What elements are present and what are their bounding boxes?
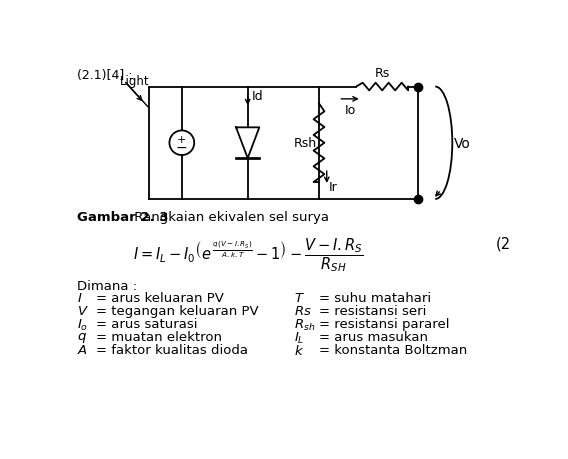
Text: = arus keluaran PV: = arus keluaran PV	[96, 291, 224, 304]
Text: = resistansi pararel: = resistansi pararel	[319, 317, 449, 330]
Text: Vo: Vo	[454, 136, 471, 151]
Text: $q$: $q$	[77, 330, 87, 344]
Text: = resistansi seri: = resistansi seri	[319, 304, 427, 317]
Text: = faktor kualitas dioda: = faktor kualitas dioda	[96, 343, 248, 356]
Text: Ir: Ir	[329, 181, 338, 194]
Text: $T$: $T$	[294, 291, 305, 304]
Text: Id: Id	[252, 90, 263, 103]
Polygon shape	[236, 128, 260, 159]
Text: = arus saturasi: = arus saturasi	[96, 317, 197, 330]
Text: (2.1)[4] :: (2.1)[4] :	[77, 69, 133, 82]
Text: $V$: $V$	[77, 304, 89, 317]
Text: $I$: $I$	[77, 291, 83, 304]
Text: = arus masukan: = arus masukan	[319, 330, 428, 343]
Text: $Rs$: $Rs$	[294, 304, 312, 317]
Text: $A$: $A$	[77, 343, 88, 356]
Text: = konstanta Boltzman: = konstanta Boltzman	[319, 343, 467, 356]
Text: $I_L$: $I_L$	[294, 330, 304, 345]
Text: = tegangan keluaran PV: = tegangan keluaran PV	[96, 304, 258, 317]
Text: (2: (2	[496, 235, 511, 251]
Text: Rangkaian ekivalen sel surya: Rangkaian ekivalen sel surya	[130, 210, 329, 223]
Text: $I_o$: $I_o$	[77, 317, 89, 332]
Text: = suhu matahari: = suhu matahari	[319, 291, 431, 304]
Text: $k$: $k$	[294, 343, 304, 357]
Text: Io: Io	[344, 104, 356, 117]
Text: +: +	[177, 134, 186, 145]
Text: Light: Light	[120, 75, 149, 88]
Text: Rs: Rs	[374, 67, 390, 80]
Text: $R_{sh}$: $R_{sh}$	[294, 317, 315, 332]
Text: Dimana :: Dimana :	[77, 280, 137, 292]
Text: −: −	[176, 140, 187, 154]
Text: = muatan elektron: = muatan elektron	[96, 330, 222, 343]
Text: $I = I_L - I_0\left(e^{\,\frac{q(V-I.R_S)}{A.k.T}} - 1\right) - \dfrac{V-I.R_S}{: $I = I_L - I_0\left(e^{\,\frac{q(V-I.R_S…	[133, 235, 364, 274]
Text: Rsh: Rsh	[294, 137, 318, 150]
Text: Gambar 2. 3: Gambar 2. 3	[77, 210, 169, 223]
